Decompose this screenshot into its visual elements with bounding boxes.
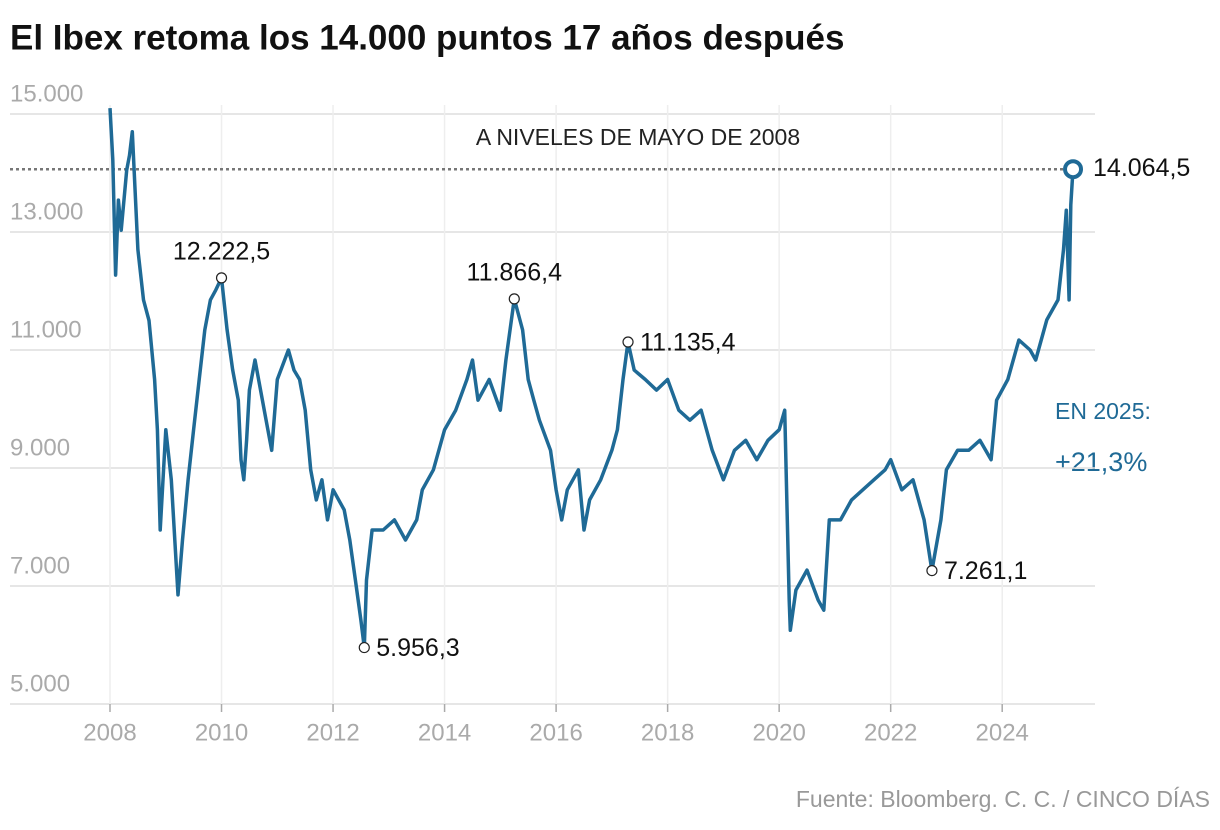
x-tick-label: 2014 [418,719,471,746]
highlight-label: 14.064,5 [1093,154,1190,182]
highlight-point [215,272,228,284]
highlight-point [358,641,370,654]
reference-label: A NIVELES DE MAYO DE 2008 [476,124,800,150]
x-tick-label: 2008 [83,719,136,746]
note-text: +21,3% [1055,447,1147,477]
note-title: EN 2025: [1055,398,1151,424]
highlight-label: 11.135,4 [640,329,736,357]
x-tick-label: 2016 [529,719,582,746]
x-tick-label: 2020 [752,719,805,746]
highlight-label: 12.222,5 [173,237,270,265]
y-tick-label: 11.000 [10,316,82,343]
x-tick-label: 2022 [864,719,917,746]
y-tick-label: 9.000 [10,434,70,461]
x-tick-label: 2024 [976,719,1029,746]
highlight-point [508,293,520,305]
y-tick-label: 7.000 [10,552,70,579]
y-tick-label: 13.000 [10,198,83,225]
highlight-label: 5.956,3 [376,634,459,662]
chart-title: El Ibex retoma los 14.000 puntos 17 años… [10,18,844,57]
highlight-point [1063,159,1084,180]
source: Fuente: Bloomberg. C. C. / CINCO DÍAS [796,786,1210,812]
highlight-label: 11.866,4 [467,258,563,286]
highlight-point [926,564,938,577]
x-tick-label: 2010 [195,719,248,746]
y-tick-label: 5.000 [10,670,70,697]
highlight-label: 7.261,1 [944,557,1027,585]
x-tick-label: 2018 [641,719,694,746]
highlight-point [622,336,634,348]
y-tick-label: 15.000 [10,80,83,107]
x-tick-label: 2012 [306,719,359,746]
